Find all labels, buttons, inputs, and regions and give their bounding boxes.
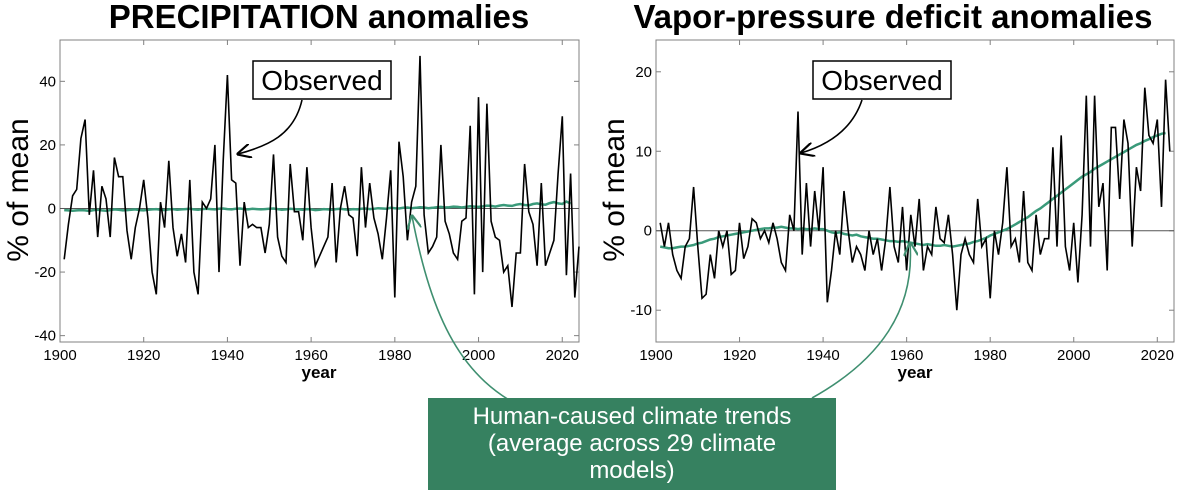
model-trends-callout: Human-caused climate trends (average acr… [428,398,836,490]
x-tick-label: 2000 [462,347,495,364]
model-trend-arrow-right [811,243,910,399]
callout-line-1: Human-caused climate trends [473,403,792,430]
precip-axis-ticks: 1900 1920 1940 1960 1980 2000 2020 -40 -20 0 20 40 [34,40,579,364]
vpd-axis-ticks: 1900 1920 1940 1960 1980 2000 2020 -10 0 10 20 [630,40,1174,364]
vpd-y-axis-label: % of mean [598,118,631,261]
vpd-title: Vapor-pressure deficit anomalies [633,0,1152,35]
x-tick-label: 1900 [639,347,672,364]
x-tick-label: 1980 [378,347,411,364]
precip-x-axis-label: year [302,363,337,382]
vpd-observed-line [659,79,1171,311]
y-tick-label: 40 [39,73,56,90]
precip-panel: PRECIPITATION anomalies 1900 1920 1940 1960… [2,0,580,382]
vpd-plot-frame [655,39,1175,343]
y-tick-label: -40 [34,328,56,345]
precip-title: PRECIPITATION anomalies [109,0,530,35]
vpd-panel: Vapor-pressure deficit anomalies 1900 192… [598,0,1175,382]
y-tick-label: -10 [630,302,652,319]
precip-plot-frame [59,39,580,343]
y-tick-label: 10 [635,143,652,160]
model-trends-callout-box [428,398,836,490]
vpd-observed-label: Observed [821,65,942,96]
x-tick-label: 2000 [1057,347,1090,364]
precip-observed-label: Observed [261,65,382,96]
vpd-observed-label-box [812,60,952,100]
precip-observed-arrow [238,99,303,154]
x-tick-label: 1980 [974,347,1007,364]
vpd-x-axis-label: year [898,363,933,382]
x-tick-label: 1920 [127,347,160,364]
x-tick-label: 1960 [294,347,327,364]
x-tick-label: 1940 [211,347,244,364]
precip-model-line [64,200,572,213]
x-tick-label: 1920 [723,347,756,364]
model-trend-arrow-left [412,216,529,411]
y-tick-label: 20 [635,64,652,81]
precip-observed-line [63,55,580,308]
x-tick-label: 2020 [546,347,579,364]
x-tick-label: 2020 [1141,347,1174,364]
vpd-observed-arrow [801,99,863,153]
callout-line-2: (average across 29 climate [488,430,776,457]
y-tick-label: 0 [644,223,652,240]
y-tick-label: 20 [39,137,56,154]
x-tick-label: 1960 [890,347,923,364]
precip-observed-label-box [252,60,392,100]
y-tick-label: 0 [48,200,56,217]
precip-y-axis-label: % of mean [2,118,35,261]
y-tick-label: -20 [34,264,56,281]
x-tick-label: 1940 [806,347,839,364]
callout-line-3: models) [589,457,674,484]
x-tick-label: 1900 [43,347,76,364]
